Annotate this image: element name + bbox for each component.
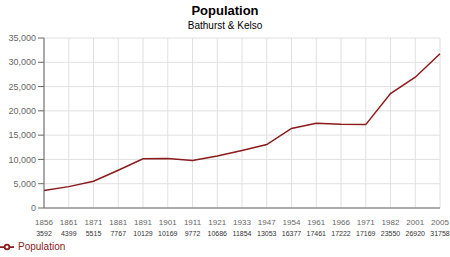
html-text:Bathurst & Kelso: Bathurst & Kelso <box>187 20 263 31</box>
svg-text:10686: 10686 <box>208 230 228 237</box>
svg-text:5515: 5515 <box>86 230 102 237</box>
svg-text:1982: 1982 <box>382 218 400 227</box>
svg-text:5,000: 5,000 <box>13 179 36 189</box>
svg-text:1961: 1961 <box>307 218 325 227</box>
svg-text:26920: 26920 <box>406 230 426 237</box>
svg-text:2001: 2001 <box>406 218 424 227</box>
svg-text:1921: 1921 <box>208 218 226 227</box>
svg-text:2005: 2005 <box>431 218 442 227</box>
svg-text:25,000: 25,000 <box>8 82 36 92</box>
svg-text:1856: 1856 <box>35 218 53 227</box>
svg-text:1947: 1947 <box>258 218 276 227</box>
svg-text:17222: 17222 <box>331 230 351 237</box>
svg-text:1881: 1881 <box>109 218 127 227</box>
svg-text:35,000: 35,000 <box>8 33 36 43</box>
html-text:Population: Population <box>191 3 259 18</box>
html-text:Population: Population <box>18 240 66 252</box>
svg-text:11854: 11854 <box>233 230 252 237</box>
svg-text:1891: 1891 <box>134 218 152 227</box>
svg-text:30,000: 30,000 <box>8 57 36 67</box>
svg-text:10169: 10169 <box>158 230 178 237</box>
svg-text:16377: 16377 <box>282 230 302 237</box>
svg-text:1971: 1971 <box>357 218 375 227</box>
svg-text:17169: 17169 <box>356 230 376 237</box>
svg-text:1871: 1871 <box>85 218 103 227</box>
svg-text:1861: 1861 <box>60 218 78 227</box>
svg-text:4399: 4399 <box>61 230 77 237</box>
svg-text:31758: 31758 <box>430 230 442 237</box>
svg-text:10,000: 10,000 <box>8 155 36 165</box>
svg-text:7767: 7767 <box>110 230 126 237</box>
svg-text:23550: 23550 <box>381 230 401 237</box>
svg-text:3592: 3592 <box>36 230 52 237</box>
svg-text:17461: 17461 <box>307 230 327 237</box>
svg-text:0: 0 <box>31 203 36 213</box>
svg-text:15,000: 15,000 <box>8 130 36 140</box>
svg-text:1901: 1901 <box>159 218 177 227</box>
svg-text:10129: 10129 <box>133 230 153 237</box>
svg-text:20,000: 20,000 <box>8 106 36 116</box>
svg-text:1933: 1933 <box>233 218 251 227</box>
svg-text:1966: 1966 <box>332 218 350 227</box>
svg-text:1911: 1911 <box>184 218 202 227</box>
svg-text:13053: 13053 <box>257 230 277 237</box>
svg-text:1954: 1954 <box>283 218 301 227</box>
svg-text:9772: 9772 <box>185 230 201 237</box>
